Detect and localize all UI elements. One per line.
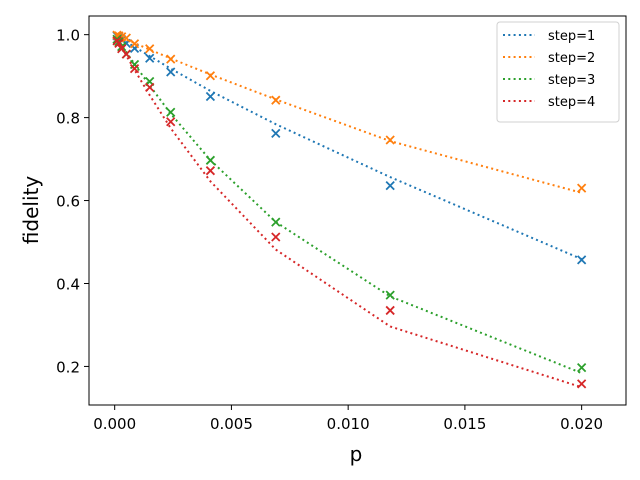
data-point-step-3 xyxy=(205,155,216,165)
data-point-step-2 xyxy=(385,135,395,145)
data-point-step-3 xyxy=(166,107,176,117)
y-tick-label: 0.4 xyxy=(56,275,80,293)
series-line-step-4 xyxy=(116,38,582,389)
x-tick-label: 0.015 xyxy=(443,415,486,433)
x-tick-label: 0.000 xyxy=(93,415,136,433)
data-point-step-4 xyxy=(385,305,395,316)
data-point-step-1 xyxy=(145,53,155,63)
data-point-step-1 xyxy=(271,128,281,139)
data-point-step-3 xyxy=(271,217,281,227)
data-point-step-2 xyxy=(577,183,587,193)
data-point-step-4 xyxy=(577,379,587,389)
data-point-step-1 xyxy=(385,180,395,191)
data-point-step-4 xyxy=(114,38,124,49)
data-point-step-2 xyxy=(121,33,131,43)
axes-frame xyxy=(88,15,627,406)
plot-area xyxy=(112,30,587,389)
legend-label: step=1 xyxy=(548,29,595,44)
axes: 0.000 0.005 0.010 0.015 0.020 0.2 0.4 0.6 0.8 1.0 xyxy=(56,15,627,433)
y-tick-label: 0.2 xyxy=(56,358,80,376)
data-point-step-2 xyxy=(166,54,176,64)
y-tick-label: 1.0 xyxy=(56,27,80,45)
data-point-step-2 xyxy=(145,44,155,54)
data-point-step-2 xyxy=(271,95,281,105)
data-point-step-4 xyxy=(145,82,155,92)
data-point-step-3 xyxy=(577,363,587,373)
data-point-step-4 xyxy=(166,117,176,127)
legend-label: step=3 xyxy=(548,73,595,88)
legend-label: step=4 xyxy=(548,95,595,110)
legend-box xyxy=(496,21,620,123)
data-point-step-1 xyxy=(205,91,216,102)
y-axis-label: fidelity xyxy=(19,176,43,245)
data-point-step-3 xyxy=(385,290,395,300)
legend-label: step=2 xyxy=(548,51,595,66)
x-tick-label: 0.005 xyxy=(210,415,253,433)
data-point-step-1 xyxy=(577,255,587,265)
x-axis-label: p xyxy=(350,442,363,466)
x-tick-label: 0.020 xyxy=(560,415,603,433)
data-point-step-4 xyxy=(205,166,216,176)
legend: step=1 step=2 step=3 step=4 xyxy=(496,21,620,123)
data-point-step-4 xyxy=(121,49,131,59)
data-point-step-4 xyxy=(271,232,281,242)
y-tick-label: 0.6 xyxy=(56,193,80,211)
data-point-step-1 xyxy=(166,67,176,77)
data-point-step-2 xyxy=(205,71,216,81)
x-tick-label: 0.010 xyxy=(327,415,370,433)
data-point-step-2 xyxy=(129,39,140,49)
series-line-step-1 xyxy=(116,35,582,261)
y-tick-label: 0.8 xyxy=(56,110,80,128)
data-point-step-4 xyxy=(129,64,140,74)
